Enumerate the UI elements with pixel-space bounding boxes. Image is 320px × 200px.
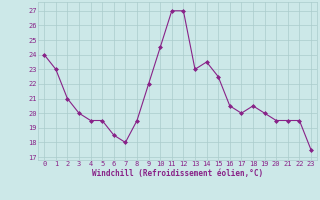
X-axis label: Windchill (Refroidissement éolien,°C): Windchill (Refroidissement éolien,°C) bbox=[92, 169, 263, 178]
